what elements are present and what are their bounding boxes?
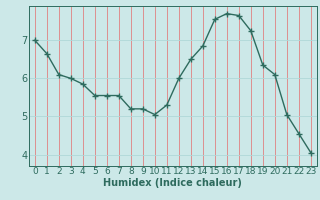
X-axis label: Humidex (Indice chaleur): Humidex (Indice chaleur) xyxy=(103,178,242,188)
